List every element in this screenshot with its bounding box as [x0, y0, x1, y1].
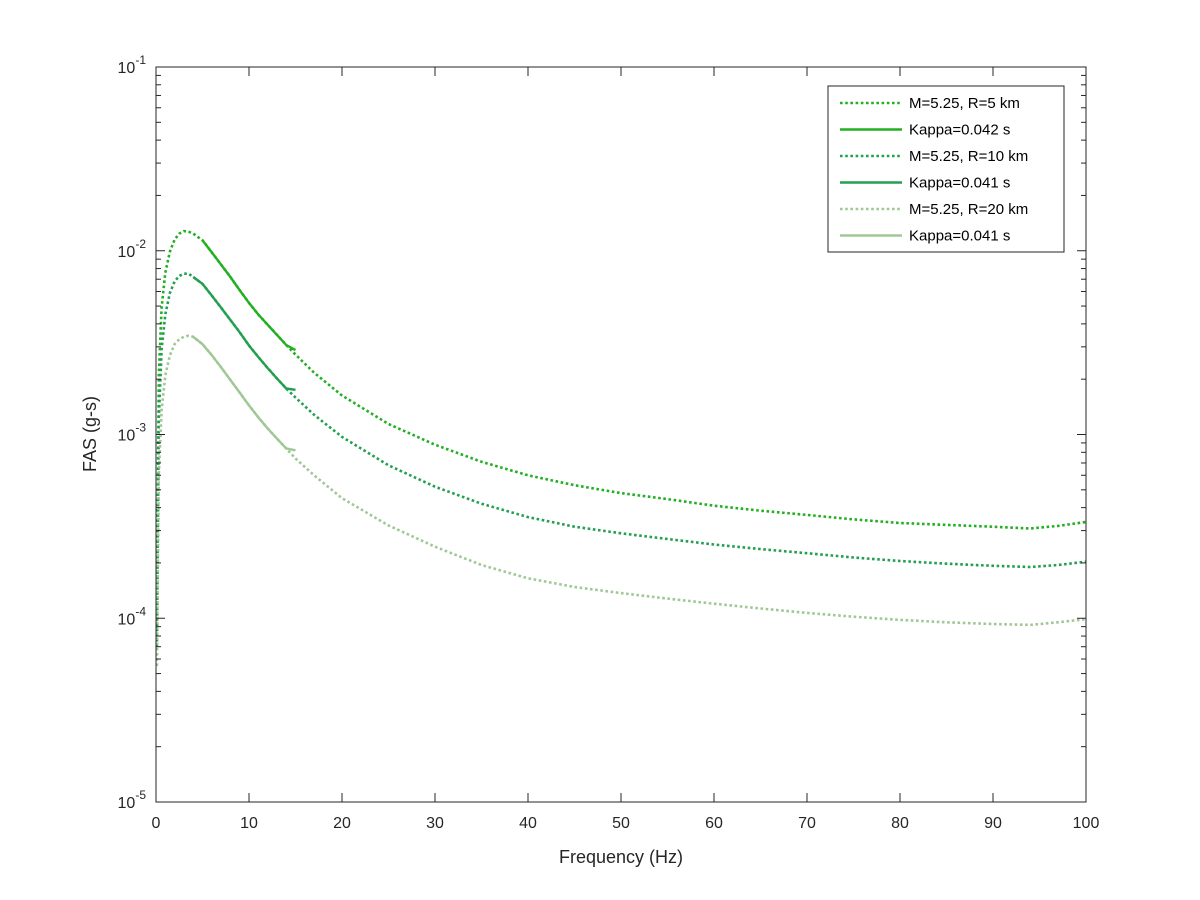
x-tick-label: 30 — [426, 815, 444, 832]
legend: M=5.25, R=5 km Kappa=0.042 s M=5.25, R=10 … — [827, 85, 1065, 253]
x-tick-label: 100 — [1073, 815, 1100, 832]
y-tick-label: 10-4 — [118, 604, 147, 628]
legend-label-3: M=5.25, R=10 km — [909, 148, 1028, 165]
x-tick-label: 70 — [798, 815, 816, 832]
x-tick-label: 90 — [984, 815, 1002, 832]
x-tick-label: 40 — [519, 815, 537, 832]
x-axis-label: Frequency (Hz) — [559, 847, 683, 867]
x-tick-label: 80 — [891, 815, 909, 832]
x-tick-label: 20 — [333, 815, 351, 832]
series-line-1 — [155, 229, 1087, 632]
legend-label-5: M=5.25, R=20 km — [909, 201, 1028, 218]
series-line-3 — [155, 272, 1087, 647]
series-line-5 — [155, 334, 1087, 667]
y-tick-label: 10-3 — [118, 421, 147, 445]
y-ticks: 10-5 10-4 10-3 10-2 10-1 — [118, 53, 1086, 812]
series-line-4 — [192, 276, 296, 391]
y-axis-label: FAS (g-s) — [80, 396, 100, 472]
x-tick-label: 60 — [705, 815, 723, 832]
x-tick-label: 10 — [240, 815, 258, 832]
x-ticks: 0 10 20 30 40 50 60 70 80 90 100 — [152, 67, 1100, 832]
y-tick-label: 10-1 — [118, 53, 147, 77]
legend-label-2: Kappa=0.042 s — [909, 122, 1010, 139]
y-tick-label: 10-5 — [118, 788, 147, 812]
series-line-6 — [192, 335, 296, 452]
series-layer — [155, 229, 1087, 667]
legend-label-1: M=5.25, R=5 km — [909, 95, 1020, 112]
y-tick-label: 10-2 — [118, 237, 147, 261]
x-tick-label: 0 — [152, 815, 161, 832]
series-line-2 — [201, 239, 297, 352]
legend-label-6: Kappa=0.041 s — [909, 228, 1010, 245]
legend-label-4: Kappa=0.041 s — [909, 175, 1010, 192]
x-tick-label: 50 — [612, 815, 630, 832]
legend-box — [827, 85, 1065, 253]
